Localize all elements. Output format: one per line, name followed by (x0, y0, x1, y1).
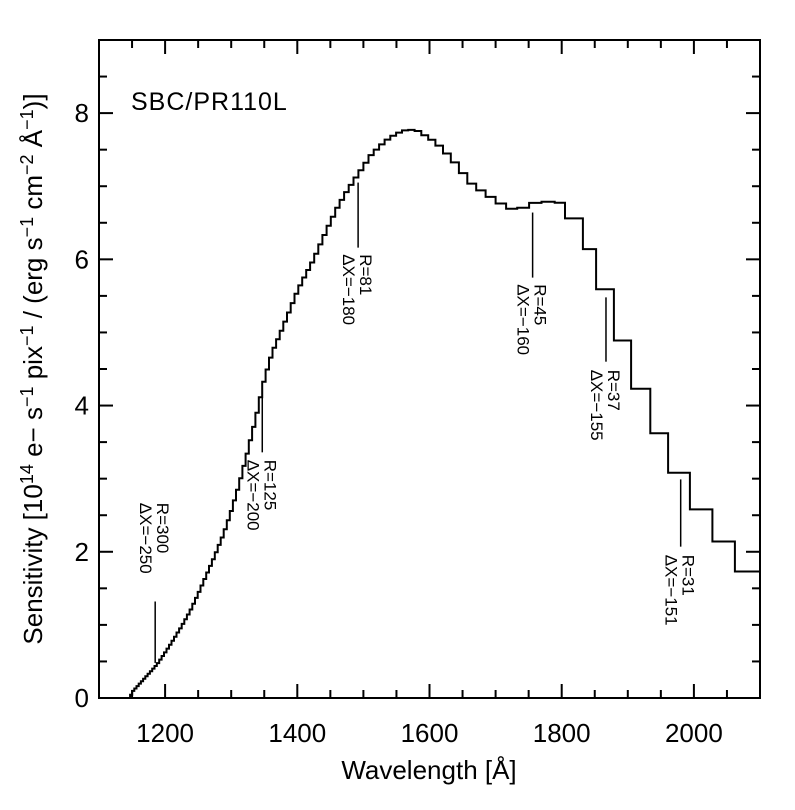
y-tick-label: 6 (75, 244, 89, 274)
plot-title: SBC/PR110L (131, 88, 288, 116)
annotation-resolution-label: R=300 (153, 503, 172, 554)
x-axis-title: Wavelength [Å] (341, 755, 516, 785)
annotation-resolution-label: R=81 (356, 254, 375, 295)
annotation-resolution-label: R=125 (260, 460, 279, 511)
annotation-deltax-label: ΔX=−151 (662, 555, 681, 626)
annotation-deltax-label: ΔX=−180 (339, 254, 358, 325)
axis-ticks (99, 40, 760, 699)
x-tick-label: 1400 (268, 718, 326, 748)
x-tick-label: 1800 (533, 718, 591, 748)
y-tick-label: 4 (75, 391, 89, 421)
y-tick-label: 8 (75, 98, 89, 128)
annotation-deltax-label: ΔX=−155 (587, 370, 606, 441)
annotation-deltax-label: ΔX=−160 (514, 284, 533, 355)
y-tick-label: 0 (75, 683, 89, 713)
y-axis-title: Sensitivity [1014 e− s−1 pix−1 / (erg s−… (17, 93, 48, 644)
y-tick-label: 2 (75, 537, 89, 567)
y-tick-labels: 0 2 4 6 8 (75, 98, 89, 713)
x-tick-labels: 1200 1400 1600 1800 2000 (136, 718, 723, 748)
annotation-resolution-label: R=45 (531, 284, 550, 325)
x-tick-label: 1600 (401, 718, 459, 748)
sensitivity-curve (129, 128, 760, 698)
annotation-deltax-label: ΔX=−250 (136, 503, 155, 574)
annotation-deltax-label: ΔX=−200 (243, 460, 262, 531)
annotation-resolution-label: R=37 (604, 370, 623, 411)
x-tick-label: 2000 (665, 718, 723, 748)
annotation-resolution-label: R=31 (679, 555, 698, 596)
x-tick-label: 1200 (136, 718, 194, 748)
